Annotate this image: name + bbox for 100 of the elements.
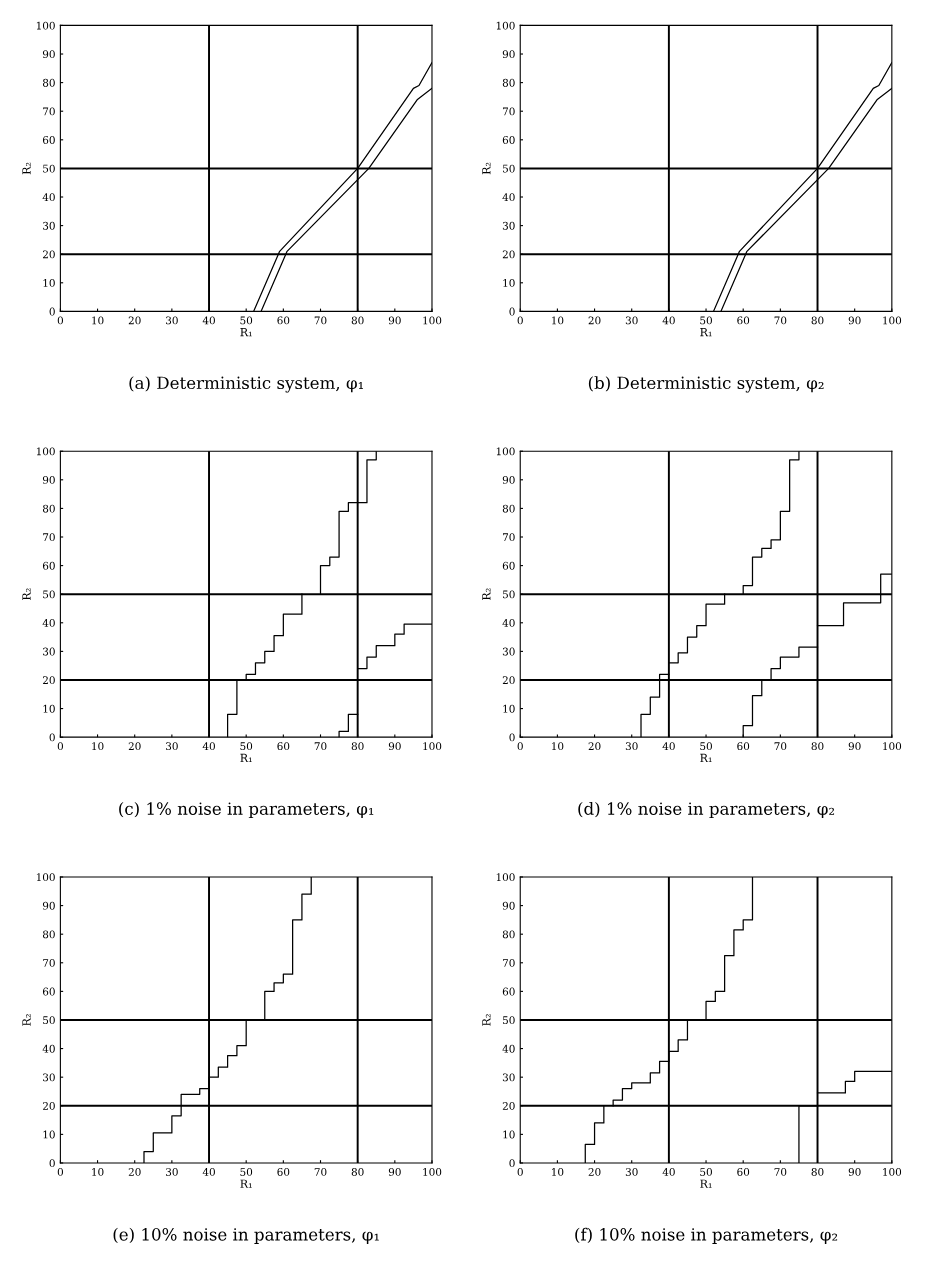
x-axis-title: R₁ [240, 328, 252, 337]
y-tick-label: 30 [502, 1073, 515, 1082]
x-tick-label: 10 [552, 316, 564, 325]
y-tick-label: 20 [42, 250, 55, 259]
x-tick-label: 30 [166, 1168, 178, 1176]
x-tick-label: 80 [351, 1168, 364, 1176]
x-tick-label: 50 [700, 1168, 712, 1176]
y-tick-label: 100 [496, 873, 515, 882]
y-tick-label: 60 [42, 561, 55, 570]
x-tick-label: 100 [883, 316, 902, 325]
y-tick-label: 10 [503, 279, 515, 287]
y-tick-label: 100 [496, 447, 515, 456]
y-tick-label: 0 [509, 307, 515, 316]
y-tick-label: 80 [502, 930, 515, 939]
x-tick-label: 0 [517, 742, 523, 751]
x-tick-label: 10 [552, 1168, 564, 1176]
y-tick-label: 60 [42, 987, 55, 996]
x-tick-label: 50 [240, 316, 253, 325]
x-tick-label: 80 [811, 1168, 824, 1176]
x-tick-label: 40 [662, 316, 675, 325]
x-tick-label: 60 [737, 1168, 750, 1176]
y-tick-label: 90 [42, 476, 55, 484]
y-tick-label: 0 [49, 1159, 55, 1168]
x-tick-label: 90 [848, 1168, 861, 1176]
y-tick-label: 40 [42, 193, 55, 202]
x-tick-label: 90 [848, 742, 861, 751]
text: (c) 1% noise in parameters, φ₁ [119, 801, 374, 819]
y-tick-label: 70 [503, 959, 515, 967]
y-tick-label: 90 [42, 901, 55, 910]
y-tick-label: 70 [43, 959, 55, 967]
text: (b) Deterministic system, φ₂ [588, 376, 824, 393]
x-tick-label: 40 [662, 1168, 675, 1176]
x-tick-label: 70 [774, 742, 787, 751]
x-tick-label: 20 [588, 316, 601, 325]
x-axis-title: R₁ [700, 753, 712, 762]
y-tick-label: 0 [509, 1159, 515, 1168]
y-tick-label: 50 [43, 164, 55, 173]
y-axis-title: R₂ [482, 1014, 491, 1026]
x-tick-label: 80 [811, 316, 824, 325]
x-tick-label: 40 [662, 742, 675, 751]
y-tick-label: 50 [43, 590, 55, 599]
x-tick-label: 90 [388, 742, 401, 751]
x-tick-label: 60 [737, 316, 750, 325]
x-tick-label: 100 [423, 316, 442, 325]
x-tick-label: 20 [588, 1168, 601, 1176]
x-tick-label: 80 [351, 316, 364, 325]
y-tick-label: 40 [42, 619, 55, 627]
y-tick-label: 30 [43, 647, 55, 656]
y-tick-label: 20 [502, 250, 515, 259]
y-tick-label: 80 [42, 504, 55, 513]
x-tick-label: 50 [240, 1168, 253, 1176]
y-tick-label: 60 [502, 987, 515, 996]
x-axis-title: R₁ [700, 1179, 712, 1188]
x-tick-label: 20 [128, 742, 141, 751]
x-tick-label: 10 [92, 1168, 104, 1176]
y-tick-label: 90 [502, 476, 515, 484]
text: (a) Deterministic system, φ₁ [129, 376, 364, 393]
x-axis-title: R₁ [700, 328, 712, 337]
y-tick-label: 30 [502, 647, 515, 656]
y-tick-label: 100 [496, 21, 515, 30]
x-tick-label: 70 [314, 1168, 327, 1176]
x-tick-label: 30 [625, 1168, 638, 1176]
y-tick-label: 80 [502, 78, 515, 87]
x-tick-label: 30 [166, 742, 178, 751]
y-axis-title: R₂ [22, 588, 31, 600]
y-tick-label: 30 [43, 221, 55, 230]
y-tick-label: 0 [49, 733, 55, 742]
y-axis-title: R₂ [22, 1014, 31, 1026]
x-tick-label: 100 [423, 742, 442, 751]
x-tick-label: 30 [166, 316, 178, 325]
x-tick-label: 20 [128, 1168, 141, 1176]
y-tick-label: 50 [503, 164, 515, 173]
x-tick-label: 50 [700, 316, 712, 325]
y-tick-label: 20 [502, 1102, 515, 1110]
y-tick-label: 0 [49, 307, 55, 316]
y-tick-label: 40 [502, 1044, 515, 1053]
x-tick-label: 100 [883, 742, 902, 751]
y-tick-label: 70 [43, 107, 55, 116]
y-tick-label: 90 [502, 50, 515, 59]
x-tick-label: 10 [92, 316, 104, 325]
x-tick-label: 90 [848, 316, 861, 325]
x-tick-label: 0 [57, 742, 64, 751]
y-axis-title: R₂ [22, 162, 31, 175]
y-tick-label: 90 [502, 901, 515, 910]
x-tick-label: 70 [314, 316, 327, 325]
x-tick-label: 50 [700, 742, 712, 751]
x-tick-label: 10 [552, 742, 564, 751]
y-tick-label: 20 [42, 676, 55, 685]
y-tick-label: 70 [503, 107, 515, 116]
x-tick-label: 70 [774, 316, 787, 325]
x-tick-label: 100 [883, 1168, 902, 1176]
y-tick-label: 80 [42, 930, 55, 939]
x-tick-label: 0 [57, 1168, 64, 1176]
y-tick-label: 30 [502, 221, 515, 230]
x-tick-label: 70 [314, 742, 327, 751]
x-tick-label: 30 [625, 316, 638, 325]
x-tick-label: 70 [774, 1168, 787, 1176]
x-tick-label: 60 [277, 742, 290, 751]
y-tick-label: 80 [42, 78, 55, 87]
y-tick-label: 70 [503, 533, 515, 542]
